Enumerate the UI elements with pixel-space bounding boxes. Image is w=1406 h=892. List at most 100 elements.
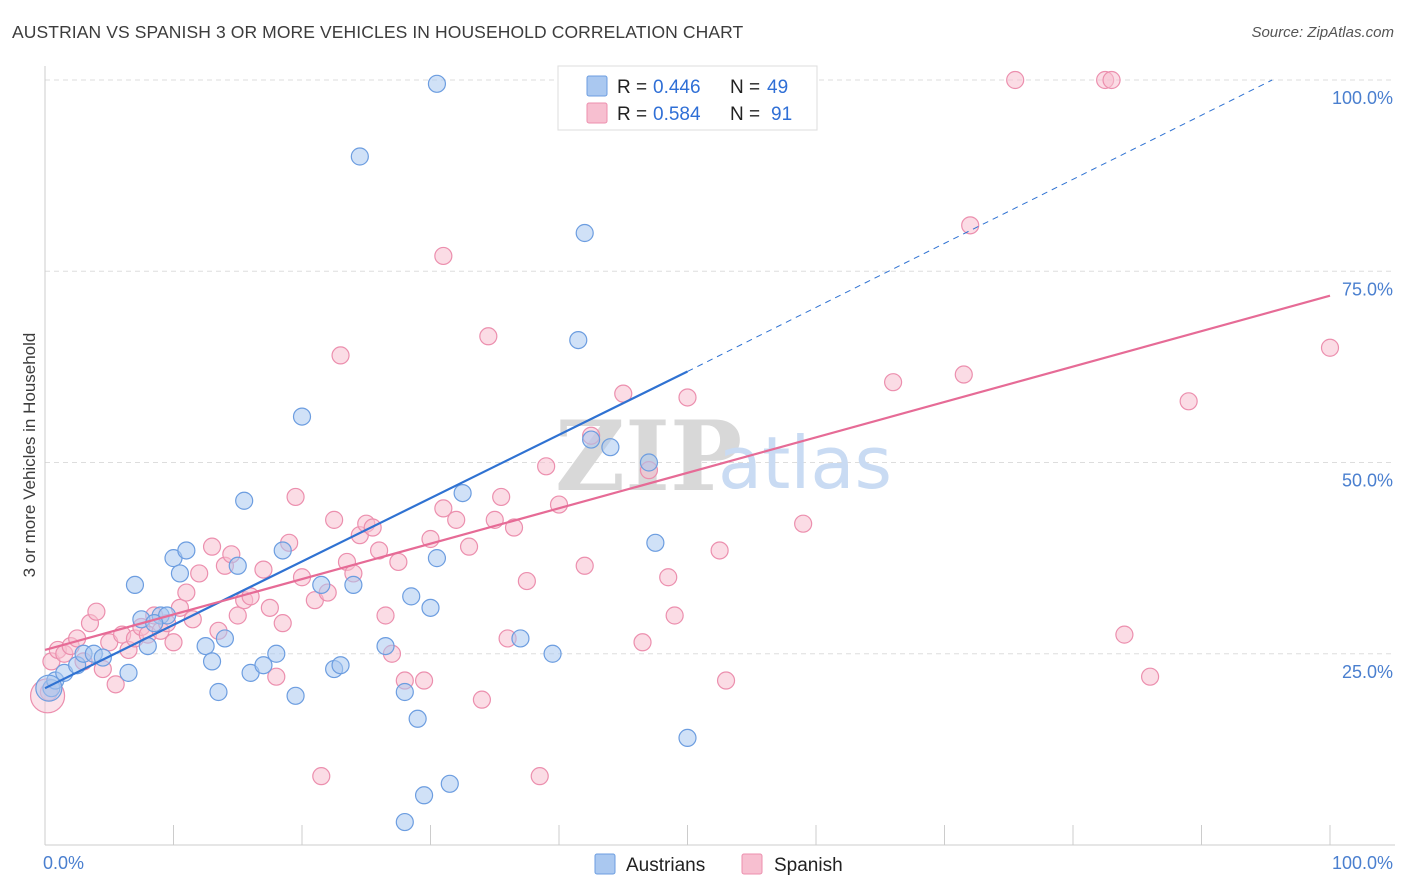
spanish-point [633,633,652,652]
spanish-point [459,537,479,556]
spanish-point [710,541,729,560]
austrian-point [125,575,145,595]
x-tick-labels: 0.0% 100.0% [43,853,1393,873]
austrian-point [209,682,228,702]
spanish-point [434,246,453,266]
austrian-point [639,453,659,472]
spanish-point [164,633,183,652]
x-tick-label: 100.0% [1332,853,1393,873]
austrians-trend-extension [687,79,1273,372]
spanish-point [678,388,697,407]
spanish-point [286,487,305,507]
spanish-point [325,510,344,529]
spanish-point [447,510,466,529]
austrian-point [177,541,196,560]
spanish-trend-line [44,294,1331,651]
spanish-point [87,602,106,621]
spanish-point [389,552,408,572]
spanish-point [254,560,273,579]
austrian-point [395,812,414,832]
austrian-point [344,575,363,595]
austrian-point [408,709,427,728]
spanish-n-value: 91 [771,104,792,125]
austrians-swatch [586,75,608,97]
x-tick-label: 0.0% [43,853,84,873]
spanish-point [1320,338,1340,357]
y-tick-label: 25.0% [1342,662,1393,682]
austrian-point [35,674,63,702]
spanish-point [504,518,524,537]
austrian-point [267,644,286,663]
spanish-point [517,571,536,591]
spanish-points [29,70,1340,786]
austrian-point [254,656,273,675]
y-tick-labels: 25.0% 50.0% 75.0% 100.0% [1332,88,1393,682]
austrian-point [646,533,665,552]
austrians-trend-line [44,370,688,690]
chart-title: AUSTRIAN VS SPANISH 3 OR MORE VEHICLES I… [12,22,744,42]
spanish-point [260,598,279,617]
spanish-n-label: N = [730,104,760,125]
spanish-point [954,365,973,384]
legend-spanish-swatch [741,853,763,875]
spanish-point [1115,625,1134,644]
austrian-point [601,438,620,457]
spanish-point [492,487,511,507]
watermark-atlas: atlas [718,421,892,505]
austrians-n-label: N = [730,77,760,98]
austrian-point [575,223,594,243]
spanish-point [376,606,395,625]
spanish-point [228,606,247,625]
spanish-point [190,564,209,583]
austrian-point [582,430,601,449]
y-tick-label: 100.0% [1332,88,1393,108]
spanish-point [883,373,903,392]
austrian-point [215,629,234,648]
austrian-point [511,629,530,648]
austrian-point [196,636,215,656]
austrian-point [119,663,138,682]
legend-austrians-swatch [594,853,616,875]
spanish-r-value: 0.584 [653,104,701,125]
spanish-point [530,767,549,786]
austrian-point [376,636,395,656]
austrian-point [350,147,369,166]
spanish-point [659,568,678,587]
spanish-point [716,671,736,690]
austrian-point [331,656,350,675]
legend-spanish-label: Spanish [774,855,843,876]
austrian-point [228,556,247,575]
spanish-point [273,614,292,633]
austrian-point [312,575,331,595]
austrian-point [235,491,254,510]
spanish-r-label: R = [617,104,647,125]
y-axis-label: 3 or more Vehicles in Household [20,333,39,578]
spanish-point [267,667,286,686]
spanish-point [331,346,350,365]
spanish-point [434,499,453,518]
chart-source: Source: ZipAtlas.com [1251,24,1394,41]
austrian-point [402,587,421,606]
austrian-point [395,682,414,702]
spanish-swatch [586,102,608,124]
spanish-point [537,457,556,476]
austrian-point [292,407,312,426]
austrian-point [427,74,447,93]
spanish-point [1006,70,1025,90]
spanish-point [1179,392,1198,411]
austrian-point [170,564,190,583]
trend-lines [44,79,1331,690]
austrian-point [427,549,447,568]
stats-legend: R = 0.446 N = 49 R = 0.584 N = 91 [557,65,818,131]
austrian-point [421,598,440,617]
austrians-n-value: 49 [767,77,788,98]
austrian-point [543,644,562,663]
legend-austrians-label: Austrians [626,855,705,876]
series-legend: Austrians Spanish [594,853,843,876]
austrians-r-value: 0.446 [653,77,701,98]
spanish-point [106,675,125,694]
austrian-point [286,686,305,705]
axes [44,66,1395,846]
austrian-point [414,786,434,805]
